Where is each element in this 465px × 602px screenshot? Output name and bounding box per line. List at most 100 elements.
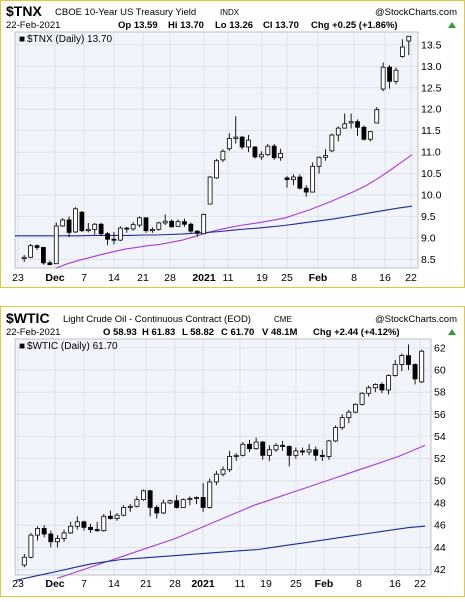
- wtic-low: L 58.82: [182, 327, 214, 338]
- wtic-close: C 61.70: [221, 327, 254, 338]
- wtic-candle-body: [220, 469, 226, 475]
- wtic-candle-body: [359, 392, 365, 405]
- tnx-candle-body: [150, 228, 155, 232]
- tnx-candle-body: [207, 176, 213, 205]
- tnx-open: Op 13.59: [118, 20, 158, 31]
- tnx-candle-body: [156, 222, 162, 230]
- tnx-candle-body: [406, 35, 412, 42]
- wtic-candle-body: [260, 441, 266, 456]
- tnx-candle-body: [233, 136, 239, 139]
- tnx-x-tick-label: 23: [12, 272, 24, 284]
- wtic-candle-body: [293, 450, 299, 456]
- wtic-candle-body: [41, 528, 47, 535]
- tnx-y-axis: 13.5 13.0 12.5 12.0 11.5 11.0 10.5 10.0 9.5 9.0 8.…: [421, 39, 442, 266]
- wtic-candle-body: [200, 497, 206, 508]
- wtic-moving-averages: [14, 444, 426, 582]
- tnx-candle-body: [41, 247, 46, 264]
- wtic-chart-panel: $WTIC Light Crude Oil - Continuous Contr…: [0, 306, 465, 597]
- tnx-up-arrow-icon: [448, 22, 456, 28]
- wtic-candle-body: [386, 375, 392, 391]
- wtic-gridlines: [15, 339, 431, 575]
- tnx-x-tick-label: 19: [256, 272, 268, 284]
- tnx-close: Cl 13.70: [263, 20, 299, 31]
- tnx-x-tick-label: Dec: [45, 272, 64, 284]
- wtic-open: O 58.93: [103, 327, 137, 338]
- wtic-x-tick-label: 16: [389, 578, 401, 590]
- tnx-candle-body: [53, 225, 59, 265]
- tnx-candle-body: [175, 221, 181, 227]
- wtic-candle-body: [266, 449, 272, 456]
- tnx-candle-body: [98, 223, 104, 235]
- tnx-candle-body: [226, 138, 232, 150]
- wtic-x-tick-label: 28: [169, 578, 181, 590]
- tnx-candle-body: [323, 155, 328, 158]
- tnx-candle-body: [220, 150, 226, 161]
- wtic-y-tick-label: 42: [434, 564, 446, 576]
- tnx-candle-body: [335, 127, 341, 136]
- tnx-candle-body: [143, 217, 149, 232]
- wtic-y-tick-label: 50: [434, 475, 446, 487]
- tnx-y-tick-label: 11.5: [421, 125, 441, 137]
- tnx-x-tick-label: 11: [223, 272, 234, 284]
- wtic-x-tick-label: 2021: [191, 578, 215, 590]
- wtic-exchange: CME: [274, 315, 292, 324]
- tnx-candle-body: [73, 208, 78, 233]
- tnx-candle-body: [393, 69, 399, 82]
- wtic-candle-body: [273, 444, 279, 451]
- wtic-candle-body: [339, 417, 345, 429]
- tnx-candle-body: [188, 223, 194, 232]
- wtic-candle-body: [141, 490, 146, 501]
- wtic-candle-body: [333, 427, 339, 442]
- wtic-legend: ■ $WTIC (Daily) 61.70: [19, 341, 118, 352]
- tnx-candle-body: [374, 109, 380, 124]
- tnx-x-tick-label: 21: [137, 272, 149, 284]
- tnx-candle-body: [124, 227, 130, 230]
- wtic-x-tick-label: 8: [356, 578, 362, 590]
- tnx-candle-body: [367, 131, 373, 140]
- wtic-y-tick-label: 60: [434, 365, 446, 377]
- tnx-candle-body: [297, 176, 303, 189]
- wtic-x-tick-label: 19: [260, 578, 272, 590]
- wtic-y-tick-label: 44: [434, 542, 446, 554]
- wtic-x-tick-label: 25: [290, 578, 302, 590]
- tnx-ma50-line: [56, 154, 413, 269]
- wtic-ma200-line: [14, 525, 426, 582]
- tnx-candle-body: [92, 223, 98, 230]
- wtic-candle-body: [127, 505, 133, 508]
- tnx-symbol: $TNX: [6, 3, 42, 19]
- wtic-candle-body: [160, 502, 166, 514]
- wtic-y-tick-label: 52: [434, 453, 446, 465]
- tnx-candle-body: [34, 245, 40, 248]
- tnx-y-tick-label: 10.0: [421, 190, 442, 202]
- tnx-low: Lo 13.26: [215, 20, 253, 31]
- tnx-candle-body: [310, 165, 316, 193]
- tnx-x-tick-label: 8: [351, 272, 357, 284]
- wtic-candle-body: [180, 499, 186, 508]
- tnx-y-tick-label: 12.5: [421, 82, 442, 94]
- wtic-high: H 61.83: [142, 327, 175, 338]
- wtic-candle-body: [379, 384, 385, 391]
- wtic-change: Chg +2.44 (+4.12%): [313, 327, 400, 338]
- wtic-candle-body: [405, 355, 411, 365]
- tnx-candle-body: [137, 217, 142, 226]
- wtic-candle-body: [306, 449, 312, 453]
- tnx-candle-body: [182, 221, 187, 225]
- wtic-candle-body: [167, 500, 173, 504]
- wtic-x-tick-label: 7: [81, 578, 87, 590]
- wtic-candle-body: [194, 497, 199, 499]
- tnx-candle-body: [387, 66, 392, 82]
- tnx-exchange: INDX: [220, 8, 240, 17]
- wtic-x-tick-label: 14: [108, 578, 120, 590]
- tnx-candle-body: [117, 227, 123, 241]
- tnx-x-tick-label: 2021: [192, 272, 216, 284]
- wtic-candle-body: [54, 538, 60, 543]
- wtic-y-tick-label: 46: [434, 520, 446, 532]
- tnx-legend: ■ $TNX (Daily) 13.70: [19, 34, 113, 45]
- tnx-candle-body: [355, 121, 360, 128]
- tnx-candle-body: [291, 176, 296, 181]
- tnx-candle-body: [85, 228, 91, 232]
- wtic-legend-label: $WTIC (Daily) 61.70: [27, 341, 118, 352]
- tnx-date: 22-Feb-2021: [6, 20, 60, 31]
- tnx-candle-body: [105, 233, 110, 240]
